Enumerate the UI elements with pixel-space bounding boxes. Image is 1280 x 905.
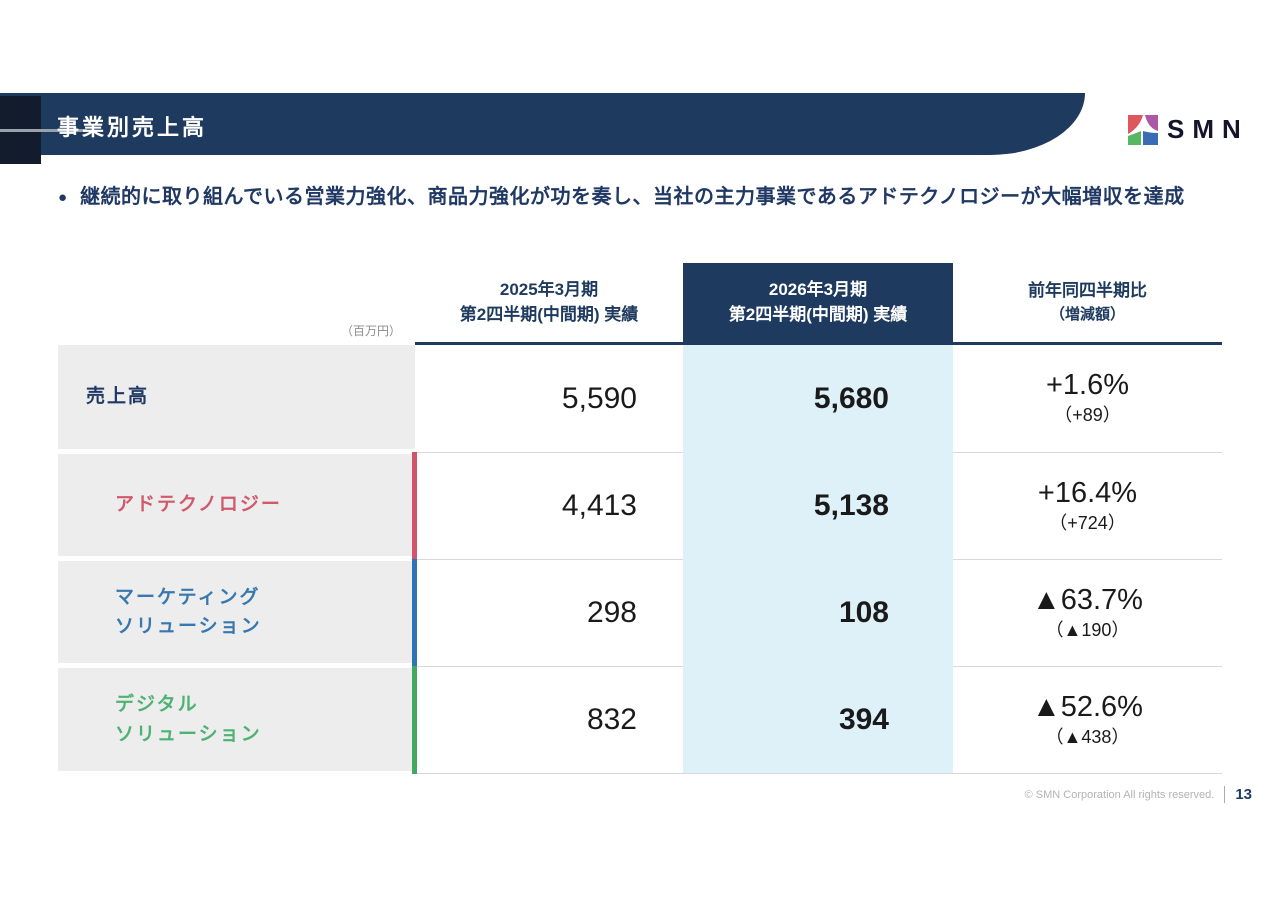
column-header-fy2026-highlight: 2026年3月期 第2四半期(中間期) 実績 [683, 263, 953, 345]
page-number: 13 [1235, 786, 1252, 803]
bullet-icon: ● [58, 189, 68, 206]
yoy-amount: （+89） [1054, 405, 1121, 426]
ad-technology-prev-value: 4,413 [415, 452, 683, 559]
digital-solutions-current-value: 394 [683, 666, 953, 774]
smn-logo: SMN [1128, 114, 1249, 145]
revenue-table: （百万円） 2025年3月期 第2四半期(中間期) 実績 2026年3月期 第2… [58, 263, 1222, 774]
key-message: ● 継続的に取り組んでいる営業力強化、商品力強化が功を奏し、当社の主力事業である… [58, 182, 1228, 213]
banner-accent-line [0, 129, 87, 132]
row-label-text: 売上高 [86, 386, 150, 408]
total-sales-current-value: 5,680 [683, 345, 953, 452]
segment-bar-red [412, 452, 417, 559]
ad-technology-yoy-cell: +16.4% （+724） [953, 452, 1222, 559]
yoy-percent: +16.4% [1037, 476, 1138, 509]
smn-logo-text: SMN [1167, 114, 1249, 144]
marketing-solutions-prev-value: 298 [415, 559, 683, 666]
column-header-yoy: 前年同四半期比 （増減額） [953, 263, 1222, 345]
segment-bar-green [412, 666, 417, 774]
slide-footer: © SMN Corporation All rights reserved. 1… [1025, 786, 1252, 803]
row-label-marketing-solutions: マーケティング ソリューション [58, 559, 417, 666]
title-banner [0, 93, 1085, 155]
row-label-total-sales: 売上高 [58, 345, 415, 452]
digital-solutions-prev-value: 832 [415, 666, 683, 774]
table-corner-cell: （百万円） [58, 263, 415, 345]
total-sales-prev-value: 5,590 [415, 345, 683, 452]
yoy-amount: （▲438） [1045, 726, 1130, 747]
footer-divider [1224, 786, 1226, 803]
copyright-text: © SMN Corporation All rights reserved. [1024, 788, 1215, 801]
yoy-percent: +1.6% [1045, 369, 1130, 402]
marketing-solutions-yoy-cell: ▲63.7% （▲190） [953, 559, 1222, 666]
digital-solutions-yoy-cell: ▲52.6% （▲438） [953, 666, 1222, 774]
row-label-text: デジタル ソリューション [115, 694, 262, 745]
ad-technology-current-value: 5,138 [683, 452, 953, 559]
row-label-text: アドテクノロジー [115, 494, 282, 516]
smn-logo-icon [1128, 114, 1158, 145]
segment-bar-blue [412, 559, 417, 666]
key-message-text: 継続的に取り組んでいる営業力強化、商品力強化が功を奏し、当社の主力事業であるアド… [80, 186, 1185, 208]
yoy-amount: （+724） [1049, 512, 1126, 533]
yoy-amount: （▲190） [1045, 619, 1130, 640]
row-label-text: マーケティング ソリューション [115, 586, 262, 637]
row-label-ad-technology: アドテクノロジー [58, 452, 417, 559]
marketing-solutions-current-value: 108 [683, 559, 953, 666]
yoy-percent: ▲52.6% [1032, 690, 1143, 723]
page-title: 事業別売上高 [57, 115, 208, 140]
column-header-fy2025: 2025年3月期 第2四半期(中間期) 実績 [415, 263, 683, 345]
yoy-percent: ▲63.7% [1032, 583, 1143, 616]
unit-note: （百万円） [340, 324, 401, 338]
row-label-digital-solutions: デジタル ソリューション [58, 666, 417, 774]
total-sales-yoy-cell: +1.6% （+89） [953, 345, 1222, 452]
